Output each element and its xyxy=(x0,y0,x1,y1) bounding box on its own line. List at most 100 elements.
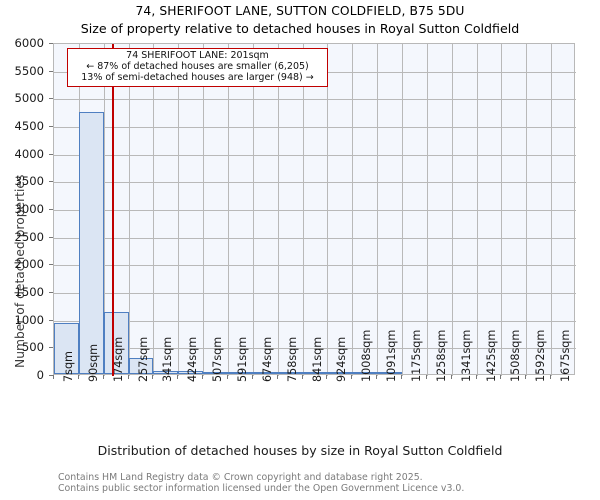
x-axis-tick-mark xyxy=(450,375,452,379)
y-axis-tick-mark xyxy=(49,236,53,238)
gridline-vertical xyxy=(103,44,105,376)
x-axis-tick-label: 7sqm xyxy=(62,351,75,382)
y-axis-tick-label: 0 xyxy=(36,368,44,382)
histogram-bar xyxy=(54,323,79,374)
histogram-bar xyxy=(153,370,179,374)
histogram-bar xyxy=(178,371,204,374)
x-axis-tick-label: 341sqm xyxy=(161,336,175,382)
gridline-vertical xyxy=(327,44,329,376)
y-axis-tick-mark xyxy=(49,181,53,183)
x-axis-tick-mark xyxy=(202,375,204,379)
property-size-marker-line xyxy=(111,44,114,376)
gridline-vertical xyxy=(352,44,354,376)
histogram-bar xyxy=(352,372,378,374)
gridline-horizontal xyxy=(54,182,576,184)
annotation-line-1: 74 SHERIFOOT LANE: 201sqm xyxy=(126,50,269,61)
x-axis-tick-label: 1592sqm xyxy=(534,329,548,382)
gridline-vertical xyxy=(302,44,304,376)
chart-footer: Contains HM Land Registry data © Crown c… xyxy=(58,472,578,495)
y-axis-tick-label: 3000 xyxy=(14,202,44,216)
gridline-vertical xyxy=(277,44,279,376)
y-axis-tick-label: 1000 xyxy=(14,312,44,327)
y-axis-tick-label: 500 xyxy=(21,340,44,355)
plot-area xyxy=(53,43,576,376)
x-axis-tick-mark xyxy=(475,375,477,379)
chart-subtitle: Size of property relative to detached ho… xyxy=(80,21,520,36)
x-axis-tick-mark xyxy=(251,375,253,379)
x-axis-tick-label: 1425sqm xyxy=(484,329,498,382)
histogram-bar xyxy=(228,372,253,374)
property-annotation-box: 74 SHERIFOOT LANE: 201sqm ← 87% of detac… xyxy=(67,48,328,87)
x-axis-tick-label: 1258sqm xyxy=(434,329,448,382)
y-axis-tick-mark xyxy=(49,98,53,100)
x-axis-tick-mark xyxy=(177,375,179,379)
y-axis-tick-mark xyxy=(49,347,53,349)
x-axis-tick-label: 674sqm xyxy=(260,336,274,382)
histogram-bar xyxy=(78,112,104,374)
gridline-vertical xyxy=(377,44,379,376)
annotation-line-2: ← 87% of detached houses are smaller (6,… xyxy=(86,61,309,73)
chart-title: 74, SHERIFOOT LANE, SUTTON COLDFIELD, B7… xyxy=(135,4,465,18)
x-axis-tick-mark xyxy=(53,375,54,379)
x-axis-tick-mark xyxy=(77,375,79,379)
x-axis-tick-label: 1341sqm xyxy=(459,329,473,382)
gridline-vertical xyxy=(128,44,130,376)
histogram-bar xyxy=(377,372,402,374)
y-axis-tick-mark xyxy=(49,375,53,376)
gridline-vertical xyxy=(551,44,553,376)
gridline-vertical xyxy=(178,44,180,376)
histogram-bar xyxy=(277,372,303,374)
histogram-bar xyxy=(327,372,353,374)
y-axis-tick-mark xyxy=(49,264,53,266)
gridline-vertical xyxy=(476,44,478,376)
gridline-vertical xyxy=(402,44,403,376)
y-axis-tick-mark xyxy=(49,319,53,321)
y-axis-tick-label: 4000 xyxy=(14,146,44,161)
gridline-horizontal xyxy=(54,99,576,101)
x-axis-tick-label: 1675sqm xyxy=(559,329,573,382)
x-axis-tick-mark xyxy=(326,375,328,379)
gridline-horizontal xyxy=(54,210,576,211)
x-axis-tick-label: 1091sqm xyxy=(385,329,399,382)
x-axis-tick-mark xyxy=(500,375,502,379)
x-axis-tick-mark xyxy=(401,375,402,379)
x-axis-tick-label: 924sqm xyxy=(335,336,349,382)
y-axis-tick-mark xyxy=(49,153,53,155)
x-axis-tick-label: 257sqm xyxy=(136,336,150,382)
footer-line-1: Contains HM Land Registry data © Crown c… xyxy=(58,472,423,483)
y-axis-tick-label: 2000 xyxy=(14,257,44,272)
y-axis-tick-mark xyxy=(49,292,53,293)
y-axis-tick-label: 5000 xyxy=(14,91,44,106)
gridline-vertical xyxy=(252,44,254,376)
annotation-line-3: 13% of semi-detached houses are larger (… xyxy=(81,72,314,84)
x-axis-tick-mark xyxy=(301,375,303,379)
x-axis-tick-mark xyxy=(425,375,427,379)
y-axis-tick-label: 3500 xyxy=(14,174,44,189)
gridline-vertical xyxy=(203,44,205,376)
gridline-horizontal xyxy=(54,265,576,267)
histogram-bar xyxy=(203,372,228,374)
histogram-bar xyxy=(302,372,328,374)
y-axis-tick-label: 2500 xyxy=(14,229,44,244)
x-axis-tick-label: 424sqm xyxy=(186,336,200,382)
gridline-horizontal xyxy=(54,237,576,239)
x-axis-tick-label: 507sqm xyxy=(211,336,225,382)
x-axis-title: Distribution of detached houses by size … xyxy=(97,443,503,458)
x-axis-tick-mark xyxy=(127,375,129,379)
gridline-vertical xyxy=(426,44,428,376)
x-axis-tick-label: 90sqm xyxy=(86,343,100,382)
gridline-vertical xyxy=(451,44,453,376)
gridline-vertical xyxy=(501,44,503,376)
gridline-horizontal xyxy=(54,127,576,128)
gridline-vertical xyxy=(228,44,229,376)
y-axis-tick-label: 6000 xyxy=(14,36,44,50)
gridline-horizontal xyxy=(54,293,576,294)
x-axis-tick-label: 758sqm xyxy=(285,336,299,382)
x-axis-tick-label: 1508sqm xyxy=(509,329,523,382)
histogram-bar xyxy=(252,372,278,374)
y-axis-tick-label: 4500 xyxy=(14,119,44,133)
gridline-vertical xyxy=(526,44,528,376)
gridline-vertical xyxy=(153,44,155,376)
x-axis-tick-mark xyxy=(550,375,552,379)
x-axis-tick-mark xyxy=(351,375,353,379)
